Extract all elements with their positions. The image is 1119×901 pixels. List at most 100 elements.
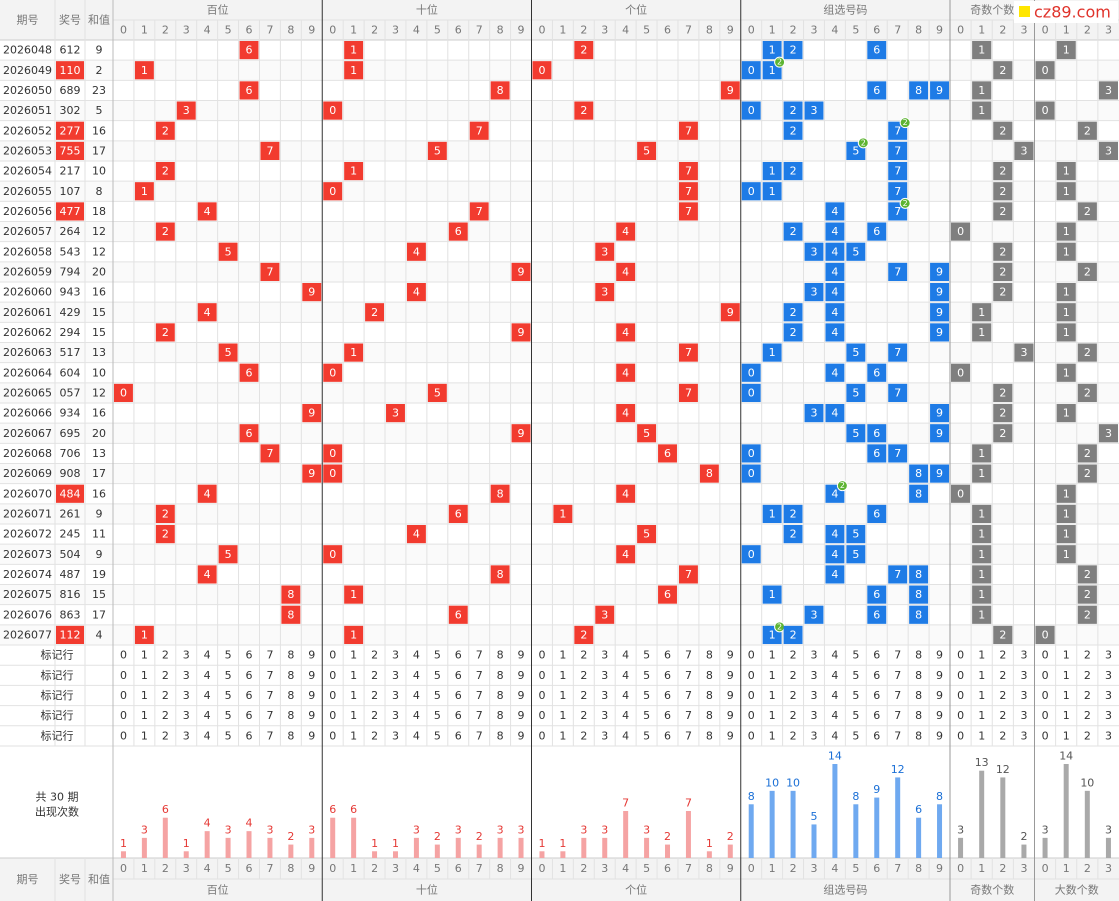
marker-digit: 0 (1042, 689, 1049, 702)
big-hit-label: 1 (1063, 407, 1070, 420)
position-hit (197, 303, 217, 322)
position-hit (155, 525, 175, 544)
position-hit (323, 101, 343, 120)
group-hit (867, 605, 887, 624)
big-hit-label: 2 (1084, 205, 1091, 218)
draw-number: 504 (60, 548, 81, 561)
marker-digit: 5 (434, 649, 441, 662)
position-hit-label: 4 (413, 528, 420, 541)
marker-digit: 3 (601, 709, 608, 722)
draw-number: 934 (60, 407, 81, 420)
marker-digit: 3 (810, 729, 817, 742)
marker-digit: 7 (476, 669, 483, 682)
count-label: 1 (392, 837, 399, 850)
position-hit-label: 4 (204, 568, 211, 581)
column-digit: 1 (350, 24, 357, 37)
marker-digit: 7 (685, 709, 692, 722)
column-digit: 0 (1042, 862, 1049, 875)
big-hit-label: 1 (1063, 548, 1070, 561)
odd-hit (993, 383, 1013, 403)
row-bg (0, 584, 1119, 605)
position-hit (344, 41, 364, 60)
group-hit-label: 2 (790, 326, 797, 339)
marker-digit: 4 (622, 709, 629, 722)
repeat-badge-label: 2 (903, 199, 908, 208)
sum: 16 (92, 407, 106, 420)
count-bar (497, 837, 503, 858)
marker-digit: 7 (894, 709, 901, 722)
issue: 2026074 (3, 568, 52, 581)
marker-digit: 8 (497, 689, 504, 702)
group-hit (867, 444, 887, 463)
draw-number: 057 (60, 386, 81, 399)
position-hit (595, 242, 615, 261)
column-digit: 7 (266, 862, 273, 875)
column-digit: 5 (852, 24, 859, 37)
column-digit: 2 (162, 862, 169, 875)
count-bar (1042, 837, 1048, 858)
big-hit (1056, 283, 1076, 302)
issue: 2026060 (3, 286, 52, 299)
position-hit (658, 444, 677, 463)
marker-digit: 7 (894, 729, 901, 742)
marker-digit: 6 (664, 649, 671, 662)
column-digit: 4 (413, 862, 420, 875)
draw-number: 695 (60, 427, 81, 440)
count-bar (853, 804, 859, 858)
group-hit (888, 383, 908, 403)
sum: 16 (92, 487, 106, 500)
group-hit-label: 4 (831, 326, 838, 339)
position-hit-label: 1 (350, 44, 357, 57)
issue: 2026052 (3, 124, 52, 137)
group-hit-label: 4 (831, 245, 838, 258)
position-hit-label: 5 (434, 386, 441, 399)
column-digit: 8 (706, 24, 713, 37)
position-hit (134, 182, 154, 201)
column-digit: 2 (1084, 24, 1091, 37)
position-hit (511, 262, 531, 282)
column-digit: 4 (204, 862, 211, 875)
position-hit (427, 141, 447, 161)
position-hit-label: 2 (162, 124, 169, 137)
marker-digit: 1 (978, 669, 985, 682)
position-hit (176, 101, 196, 120)
big-hit (1077, 343, 1097, 362)
group-title: 百位 (207, 883, 229, 897)
marker-digit: 5 (643, 689, 650, 702)
column-digit: 1 (141, 24, 148, 37)
group-hit (909, 565, 929, 584)
group-hit (930, 424, 949, 443)
odd-hit-label: 1 (978, 608, 985, 621)
draw-number: 689 (60, 84, 81, 97)
sum: 4 (96, 628, 103, 641)
marker-digit: 6 (873, 689, 880, 702)
count-label: 1 (559, 837, 566, 850)
odd-hit (972, 525, 992, 544)
group-title: 个位 (625, 883, 647, 897)
marker-digit: 0 (748, 689, 755, 702)
draw-number: 517 (60, 346, 81, 359)
group-hit (804, 242, 824, 261)
big-hit (1077, 121, 1097, 140)
group-hit (762, 585, 782, 604)
big-hit-label: 3 (1105, 84, 1112, 97)
marker-digit: 0 (329, 689, 336, 702)
column-digit: 7 (894, 24, 901, 37)
group-hit (930, 262, 949, 282)
odd-hit-label: 2 (999, 165, 1006, 178)
group-hit-label: 7 (894, 346, 901, 359)
column-digit: 1 (769, 24, 776, 37)
marker-digit: 9 (936, 689, 943, 702)
row-bg (0, 463, 1119, 484)
count-bar (455, 837, 461, 858)
odd-hit (972, 323, 992, 342)
group-hit (762, 504, 782, 524)
draw-number: 943 (60, 286, 81, 299)
odd-hit (993, 242, 1013, 261)
odd-hit-label: 1 (978, 588, 985, 601)
odd-hit (972, 101, 992, 120)
column-digit: 9 (936, 862, 943, 875)
group-hit-label: 3 (810, 104, 817, 117)
draw-number: 261 (60, 507, 81, 520)
marker-digit: 2 (1084, 709, 1091, 722)
